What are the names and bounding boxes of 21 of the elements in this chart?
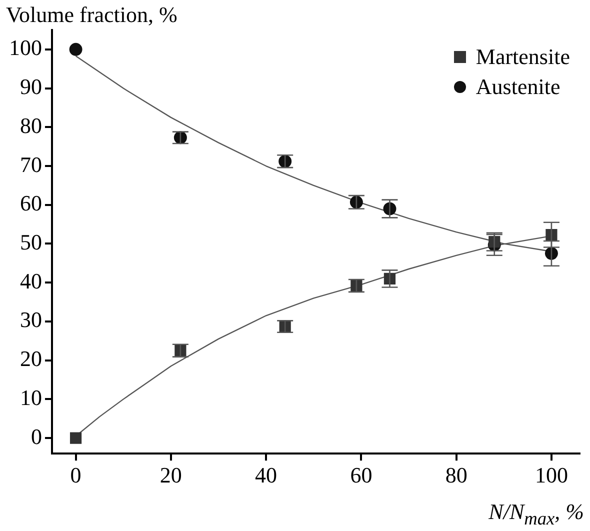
legend-label: Austenite bbox=[476, 74, 560, 100]
x-tick-label: 40 bbox=[255, 462, 278, 488]
y-tick-label: 30 bbox=[20, 307, 42, 332]
y-tick-label: 20 bbox=[20, 346, 42, 372]
x-tick-label: 80 bbox=[445, 462, 468, 488]
y-tick-label: 80 bbox=[20, 112, 42, 138]
x-tick-label: 100 bbox=[534, 462, 568, 488]
x-tick-label: 20 bbox=[160, 462, 182, 488]
y-tick-label: 90 bbox=[20, 74, 42, 100]
y-tick-label: 100 bbox=[9, 35, 42, 60]
y-tick-label: 10 bbox=[20, 384, 42, 410]
y-tick-label: 50 bbox=[20, 230, 42, 255]
y-axis-title: Volume fraction, % bbox=[6, 2, 178, 28]
y-tick-label: 0 bbox=[31, 424, 42, 449]
x-tick-label: 60 bbox=[350, 462, 372, 488]
y-tick-label: 70 bbox=[20, 152, 42, 177]
legend-label: Martensite bbox=[476, 44, 570, 70]
x-tick-label: 0 bbox=[70, 462, 82, 488]
y-tick-label: 60 bbox=[20, 190, 42, 216]
x-axis-title: N/N$_{max}$, % bbox=[488, 498, 584, 529]
y-tick-label: 40 bbox=[20, 268, 42, 294]
